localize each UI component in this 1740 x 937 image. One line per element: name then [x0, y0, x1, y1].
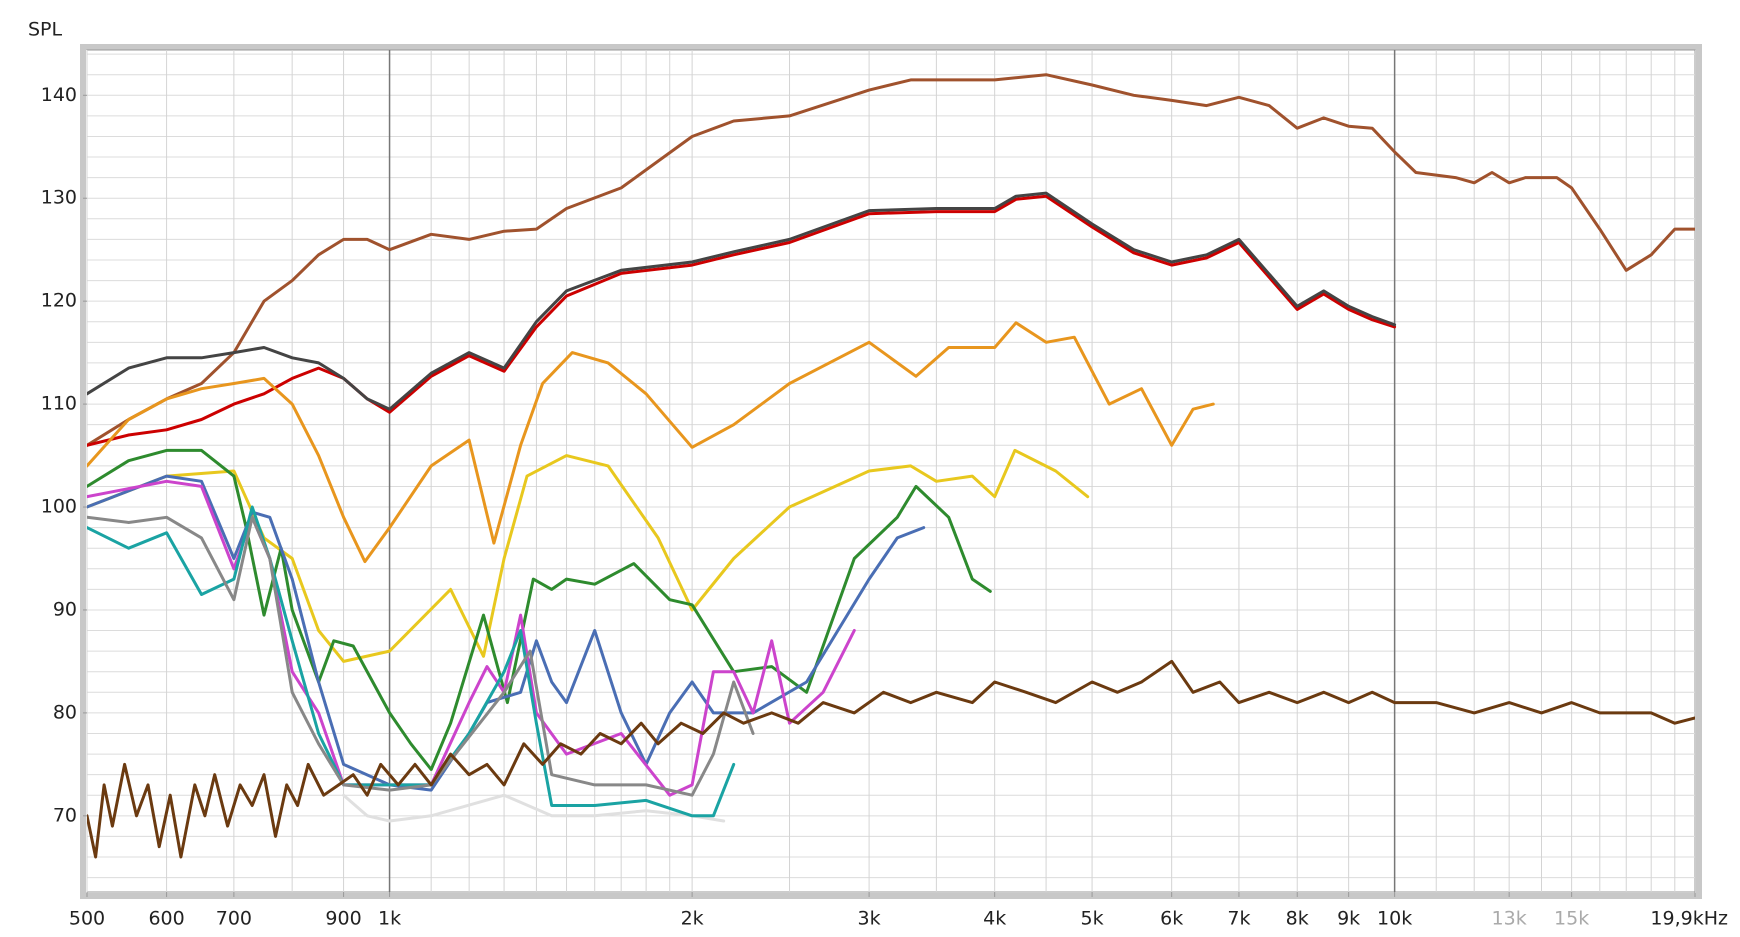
x-tick-label: 4k [983, 908, 1006, 930]
response-curve [87, 505, 736, 818]
plot-area [86, 49, 1696, 893]
y-tick-label: 80 [53, 701, 77, 723]
response-curve [87, 515, 755, 797]
x-tick-label: 1k [378, 908, 401, 930]
response-curve [87, 73, 1695, 447]
x-tick-label: 13k [1492, 908, 1527, 930]
response-curve [87, 191, 1397, 411]
x-tick-label: 600 [148, 908, 184, 930]
curves [87, 73, 1695, 859]
y-tick-label: 130 [41, 187, 77, 209]
response-curve [87, 448, 1090, 663]
x-tick-label: 15k [1554, 908, 1589, 930]
x-tick-label: 7k [1227, 908, 1250, 930]
x-tick-label: 5k [1081, 908, 1104, 930]
y-tick-label: 110 [41, 393, 77, 415]
x-tick-label: 6k [1160, 908, 1183, 930]
x-tick-label: 19,9kHz [1650, 908, 1728, 930]
x-tick-label: 10k [1377, 908, 1412, 930]
plot-shadow [80, 44, 1702, 899]
x-tick-label: 8k [1286, 908, 1309, 930]
response-curve [87, 659, 1695, 859]
x-tick-label: 900 [325, 908, 361, 930]
response-curve [87, 321, 1215, 564]
y-tick-label: 100 [41, 496, 77, 518]
x-tick-label: 500 [69, 908, 105, 930]
y-tick-label: 140 [41, 84, 77, 106]
grid [86, 50, 1695, 892]
response-curve [87, 448, 992, 771]
response-curve [87, 194, 1397, 447]
x-tick-label: 2k [681, 908, 704, 930]
labels: 70 80 90 100 110 120 130 140 500 600 700 900 1k 2k 3k 4… [41, 84, 1728, 930]
y-tick-label: 70 [53, 804, 77, 826]
x-tick-label: 9k [1337, 908, 1360, 930]
response-curve [342, 793, 726, 823]
y-tick-label: 90 [53, 598, 77, 620]
x-tick-label: 3k [858, 908, 881, 930]
y-tick-label: 120 [41, 290, 77, 312]
x-tick-label: 700 [216, 908, 252, 930]
y-axis-title: SPL [28, 19, 63, 41]
